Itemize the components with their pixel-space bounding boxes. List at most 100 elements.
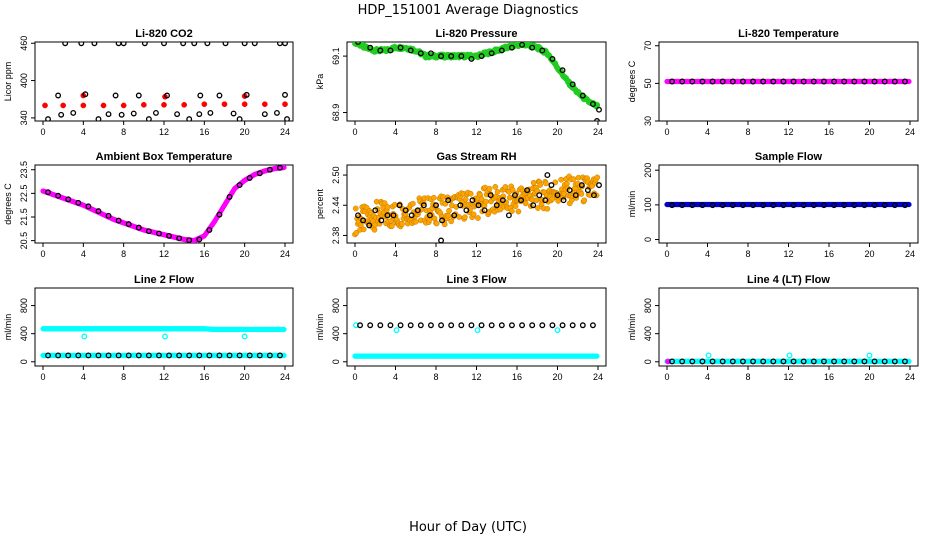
line-4-lt-flow-point <box>729 358 736 365</box>
gas-stream-rh-point <box>366 222 373 229</box>
li-820-co2-x-tick-label: 20 <box>240 127 250 137</box>
line-2-flow-y-tick-label: 400 <box>19 326 29 341</box>
line-2-flow-point <box>277 352 283 359</box>
line-2-flow-x-tick-label: 20 <box>240 372 250 382</box>
line-3-flow-point <box>539 322 546 329</box>
li-820-temperature-point <box>901 78 908 85</box>
li-820-co2-x-tick-label: 16 <box>199 127 209 137</box>
line-3-flow-point <box>474 327 481 334</box>
line-4-lt-flow-point <box>786 352 793 359</box>
line-4-lt-flow-point <box>739 358 746 365</box>
gas-stream-rh-point <box>420 202 427 209</box>
li-820-co2-point <box>282 42 288 47</box>
line-4-lt-flow-point <box>810 358 817 365</box>
line-4-lt-flow-plot-frame <box>658 287 919 367</box>
line-3-flow-point <box>549 322 556 329</box>
line-4-lt-flow-point <box>699 358 706 365</box>
li-820-co2-point <box>282 101 288 108</box>
gas-stream-rh-point <box>360 217 367 224</box>
li-820-co2-x-tick-label: 4 <box>81 127 86 137</box>
line-4-lt-flow-point <box>669 358 676 365</box>
sample-flow-point <box>790 202 797 209</box>
line-2-flow-point <box>115 352 122 359</box>
li-820-pressure-point <box>448 53 455 60</box>
sample-flow-x-tick-label: 0 <box>664 249 669 259</box>
line-4-lt-flow-x-tick-label: 0 <box>664 372 669 382</box>
gas-stream-rh-point <box>494 189 501 195</box>
li-820-temperature-point <box>669 78 676 85</box>
line-3-flow-point <box>554 327 561 334</box>
sample-flow-x-tick-label: 4 <box>705 249 710 259</box>
gas-stream-rh-point <box>572 192 579 199</box>
ambient-box-temperature-x-tick-label: 0 <box>40 249 45 259</box>
li-820-pressure-x-tick-label: 4 <box>393 127 398 137</box>
line-2-flow-marks <box>40 326 287 359</box>
line-2-flow-x-tick-label: 12 <box>159 372 169 382</box>
line-3-flow-series-line-3-high <box>353 322 561 334</box>
sample-flow-y-tick-label: 100 <box>643 197 653 212</box>
li-820-co2-point <box>191 42 198 47</box>
sample-flow-point <box>891 202 898 209</box>
line-3-flow-point <box>478 322 485 329</box>
gas-stream-rh-point <box>524 187 531 194</box>
ambient-box-temperature-point <box>186 237 193 243</box>
line-2-flow-y-axis-label: ml/min <box>3 314 13 341</box>
line-2-flow-point <box>156 352 162 359</box>
li-820-pressure-x-tick-label: 0 <box>352 127 357 137</box>
line-2-flow-point <box>281 326 287 333</box>
ambient-box-temperature-point <box>176 235 183 242</box>
sample-flow-series-sample-means <box>669 202 908 209</box>
sample-flow-marks <box>664 201 912 209</box>
li-820-co2-point <box>82 91 89 98</box>
gas-stream-rh-point <box>467 190 474 197</box>
line-2-flow-point <box>166 352 172 359</box>
line-3-flow-point <box>407 322 414 329</box>
line-3-flow-point <box>393 327 400 334</box>
sample-flow-point <box>719 202 726 209</box>
li-820-co2-point <box>112 92 119 99</box>
gas-stream-rh-point <box>518 197 524 204</box>
li-820-pressure-point <box>488 50 495 57</box>
li-820-co2-point <box>284 116 290 121</box>
line-4-lt-flow-y-axis-label: ml/min <box>627 314 637 341</box>
li-820-co2-x-tick-label: 24 <box>280 127 290 137</box>
gas-stream-rh-point <box>412 218 419 225</box>
line-3-flow-point <box>438 322 445 329</box>
gas-stream-rh-point <box>581 197 588 204</box>
line-3-flow-point <box>458 322 465 329</box>
li-820-temperature-y-tick-label: 70 <box>643 41 653 51</box>
li-820-temperature-point <box>820 78 827 85</box>
gas-stream-rh-point <box>389 223 395 229</box>
li-820-co2-point <box>118 111 125 118</box>
li-820-co2-point <box>58 111 65 118</box>
ambient-box-temperature-point <box>216 211 223 218</box>
sample-flow-x-tick-label: 20 <box>864 249 874 259</box>
li-820-co2-point <box>221 101 228 108</box>
line-2-flow-point <box>236 352 243 359</box>
gas-stream-rh-point <box>433 202 439 209</box>
gas-stream-rh-point <box>522 200 529 207</box>
line-3-flow-point <box>594 353 600 359</box>
li-820-co2-point <box>95 116 102 121</box>
line-2-flow-point <box>241 333 248 340</box>
gas-stream-rh-point <box>584 187 591 194</box>
line-3-flow-x-tick-label: 24 <box>593 372 603 382</box>
gas-stream-rh-point <box>486 185 493 192</box>
sample-flow-point <box>729 202 736 209</box>
li-820-pressure-point <box>468 55 475 62</box>
line-4-lt-flow-point <box>665 358 671 365</box>
li-820-temperature-point <box>841 78 848 85</box>
line-4-lt-flow-point <box>881 358 888 365</box>
line-3-flow-point <box>559 322 566 329</box>
li-820-co2-title: Li-820 CO2 <box>135 28 192 40</box>
line-3-flow-point <box>488 322 495 329</box>
line-3-flow-title: Line 3 Flow <box>447 274 507 286</box>
sample-flow-y-tick-label: 0 <box>643 237 653 242</box>
line-2-flow-x-tick-label: 24 <box>280 372 290 382</box>
li-820-temperature-point <box>760 78 767 85</box>
li-820-temperature-x-tick-label: 16 <box>824 127 834 137</box>
line-4-lt-flow-point <box>841 358 848 365</box>
line-4-lt-flow-point <box>871 358 878 365</box>
